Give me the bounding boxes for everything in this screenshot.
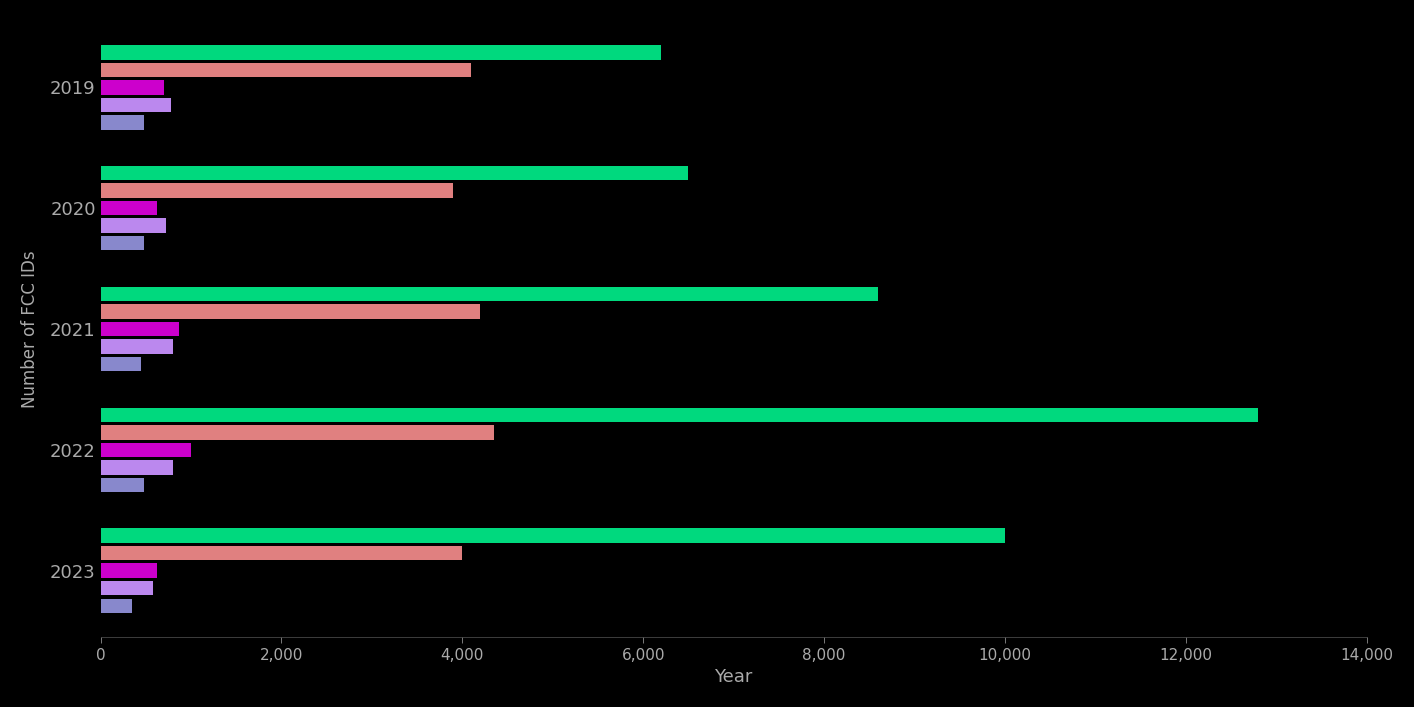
Bar	[100, 599, 132, 613]
Bar	[100, 407, 1258, 422]
Bar	[100, 115, 144, 129]
Bar	[100, 287, 878, 301]
Bar	[100, 460, 173, 474]
Bar	[100, 443, 191, 457]
Bar	[100, 62, 471, 77]
X-axis label: Year: Year	[714, 668, 752, 686]
Y-axis label: Number of FCC IDs: Number of FCC IDs	[21, 250, 38, 408]
Bar	[100, 322, 180, 337]
Bar	[100, 357, 141, 371]
Bar	[100, 183, 454, 198]
Bar	[100, 546, 462, 561]
Bar	[100, 166, 689, 180]
Bar	[100, 80, 164, 95]
Bar	[100, 304, 481, 319]
Bar	[100, 478, 144, 492]
Bar	[100, 45, 662, 59]
Bar	[100, 98, 171, 112]
Bar	[100, 528, 1005, 543]
Bar	[100, 425, 493, 440]
Bar	[100, 563, 157, 578]
Bar	[100, 236, 144, 250]
Bar	[100, 581, 153, 595]
Bar	[100, 218, 165, 233]
Bar	[100, 339, 173, 354]
Bar	[100, 201, 157, 216]
